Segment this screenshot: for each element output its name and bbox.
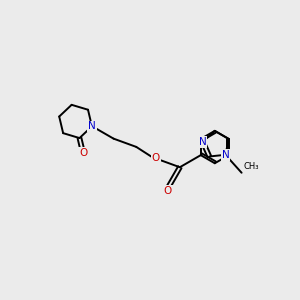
Text: CH₃: CH₃ bbox=[243, 162, 259, 171]
Text: N: N bbox=[88, 121, 96, 131]
Text: O: O bbox=[152, 153, 160, 164]
Text: N: N bbox=[222, 150, 229, 160]
Text: N: N bbox=[199, 137, 207, 147]
Text: O: O bbox=[79, 148, 87, 158]
Text: O: O bbox=[164, 186, 172, 196]
Text: N: N bbox=[89, 122, 97, 132]
